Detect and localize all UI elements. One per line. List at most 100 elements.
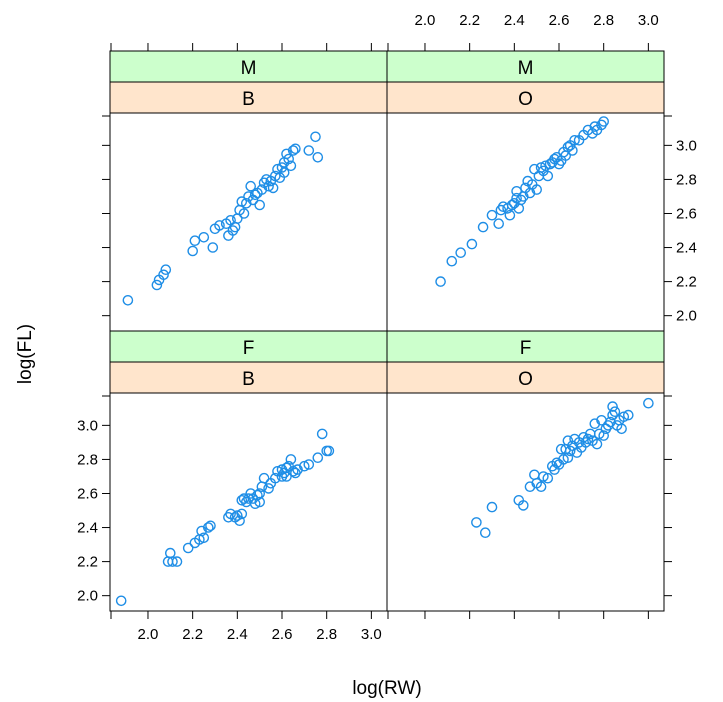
panel-frame-f-o	[386, 392, 665, 612]
point-f-b	[303, 459, 315, 470]
point-f-o	[486, 501, 498, 513]
point-f-b	[252, 489, 263, 501]
point-m-o	[529, 163, 540, 175]
point-f-b	[254, 496, 266, 508]
point-f-o	[607, 401, 618, 412]
point-m-b	[249, 189, 261, 201]
y-tick-label-left: 3.0	[77, 417, 98, 434]
y-axis-title: log(FL)	[15, 324, 36, 384]
point-f-b	[182, 542, 194, 554]
point-m-b	[312, 151, 324, 163]
point-f-o	[562, 452, 574, 464]
point-f-b	[236, 508, 248, 520]
point-m-b	[281, 148, 292, 160]
point-m-b	[245, 180, 256, 192]
x-tick-label-bottom: 2.8	[316, 626, 337, 643]
point-m-b	[187, 245, 198, 257]
x-tick-label-top: 3.0	[638, 12, 659, 29]
point-f-b	[269, 472, 281, 484]
point-f-b	[285, 454, 297, 465]
panels-layer	[109, 112, 665, 612]
point-f-b	[167, 556, 178, 567]
point-f-o	[582, 433, 594, 445]
point-f-o	[518, 500, 529, 511]
point-f-o	[524, 481, 536, 493]
point-f-b	[202, 522, 214, 533]
x-tick-label-top: 2.4	[504, 12, 525, 29]
point-m-b	[160, 264, 172, 276]
x-tick-label-bottom: 2.4	[227, 626, 248, 643]
y-tick-label-left: 2.8	[77, 451, 98, 468]
strip-sex-bg-f-b	[109, 330, 388, 363]
point-f-b	[312, 452, 324, 464]
point-f-b	[321, 445, 333, 457]
point-m-o	[446, 255, 458, 267]
point-f-b	[243, 493, 254, 504]
point-f-o	[618, 411, 630, 423]
point-f-b	[292, 464, 303, 475]
point-f-o	[551, 457, 563, 469]
strip-sex-bg-m-o	[386, 50, 665, 83]
axes-layer: 2.0 2.2 2.4 2.6 2.8 3.0 2.0 2.2 2.4 2.6 2.8 3.0 2.0 2…	[77, 12, 697, 643]
point-f-b	[298, 460, 310, 472]
point-m-b	[254, 199, 266, 211]
point-m-o	[542, 170, 554, 182]
y-tick-label-right: 2.0	[676, 308, 697, 325]
y-tick-label-left: 2.6	[77, 485, 98, 502]
point-m-b	[283, 153, 295, 165]
panel-frame-f-b	[109, 392, 388, 612]
point-f-b	[205, 520, 216, 532]
point-f-o	[623, 409, 634, 421]
point-f-o	[479, 527, 491, 539]
point-m-o	[598, 116, 610, 127]
point-m-b	[287, 145, 299, 156]
strip-sex-label-f-b: F	[243, 338, 255, 359]
point-m-b	[158, 269, 169, 281]
x-tick-label-bottom: 3.0	[361, 626, 382, 643]
point-f-o	[564, 445, 576, 457]
x-tick-label-top: 2.0	[415, 12, 436, 29]
point-m-b	[303, 145, 315, 156]
panel-frame-m-b	[109, 112, 388, 332]
x-tick-label-bottom: 2.6	[272, 626, 293, 643]
point-m-b	[256, 184, 268, 195]
point-m-b	[290, 143, 301, 155]
point-m-o	[477, 221, 489, 233]
point-f-b	[164, 547, 176, 559]
point-m-b	[236, 196, 248, 207]
point-f-b	[171, 556, 183, 567]
point-m-o	[569, 134, 580, 146]
point-f-o	[529, 469, 540, 481]
y-tick-label-right: 2.6	[676, 205, 697, 222]
point-f-o	[471, 517, 482, 528]
point-m-b	[285, 160, 297, 172]
point-f-b	[323, 445, 335, 457]
point-f-b	[234, 515, 245, 527]
x-axis-title: log(RW)	[352, 678, 421, 699]
point-m-b	[310, 131, 321, 143]
point-m-o	[531, 184, 543, 195]
point-f-b	[316, 428, 328, 440]
x-tick-label-bottom: 2.2	[182, 626, 203, 643]
strip-sex-label-f-o: F	[520, 338, 532, 359]
point-f-b	[231, 510, 243, 521]
point-f-b	[263, 483, 274, 494]
point-m-b	[198, 231, 210, 243]
point-f-o	[643, 397, 654, 409]
point-f-o	[591, 438, 603, 450]
point-m-o	[540, 160, 551, 172]
y-tick-label-right: 2.4	[676, 240, 697, 257]
point-m-o	[511, 185, 522, 197]
point-m-o	[455, 247, 467, 258]
x-tick-label-bottom: 2.0	[138, 626, 159, 643]
point-m-b	[122, 294, 134, 306]
point-m-b	[214, 220, 225, 231]
point-m-b	[267, 182, 279, 194]
y-tick-label-right: 2.8	[676, 171, 697, 188]
point-m-o	[466, 238, 478, 250]
strip-species-label-f-b: B	[242, 369, 255, 390]
strip-sex-bg-m-b	[109, 50, 388, 83]
point-m-b	[269, 170, 281, 182]
point-m-o	[493, 218, 505, 229]
y-tick-label-left: 2.2	[77, 554, 98, 571]
